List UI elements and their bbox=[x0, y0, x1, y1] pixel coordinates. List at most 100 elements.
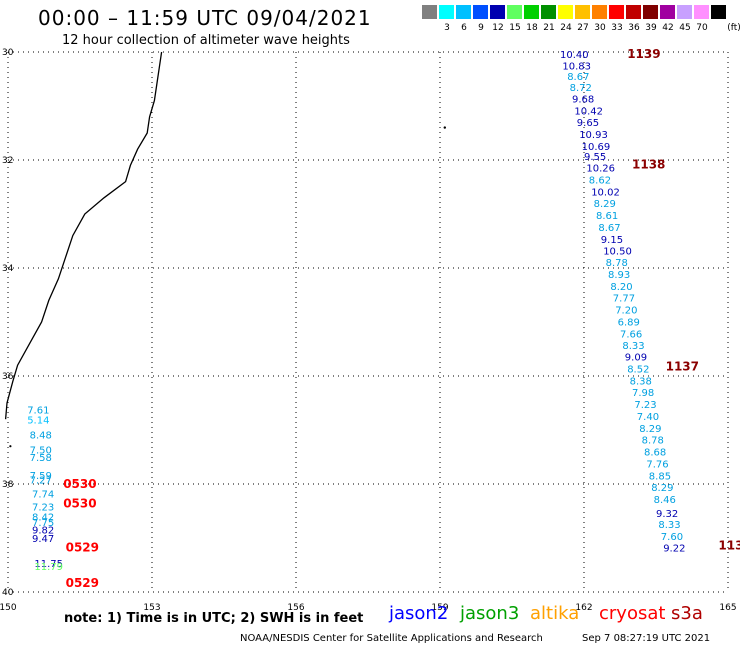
wave-height-label: 8.68 bbox=[644, 448, 666, 459]
wave-height-label: 8.46 bbox=[654, 495, 676, 506]
footnote: note: 1) Time is in UTC; 2) SWH is in fe… bbox=[64, 611, 364, 626]
longitude-tick-label: 159 bbox=[431, 603, 448, 613]
scale-swatch bbox=[592, 5, 607, 19]
scale-swatch bbox=[422, 5, 437, 19]
scale-swatch bbox=[660, 5, 675, 19]
wave-height-label: 10.40 bbox=[560, 50, 589, 61]
wave-height-label: 10.50 bbox=[603, 247, 632, 258]
wave-height-label: 7.23 bbox=[32, 503, 54, 514]
latitude-tick-label: 36 bbox=[2, 372, 14, 382]
scale-swatch bbox=[711, 5, 726, 19]
wave-height-label: 9.55 bbox=[584, 152, 606, 163]
wave-height-label: 10.26 bbox=[586, 164, 615, 175]
wave-height-label: 8.29 bbox=[639, 424, 661, 435]
latitude-tick-label: 32 bbox=[2, 156, 13, 166]
scale-swatch bbox=[473, 5, 488, 19]
island-speck bbox=[443, 126, 446, 129]
scale-swatch bbox=[643, 5, 658, 19]
pass-time-label: 0530 bbox=[63, 496, 96, 510]
scale-label: 3 bbox=[444, 23, 450, 33]
wave-height-label: 7.50 bbox=[30, 445, 52, 456]
wave-height-label: 8.29 bbox=[594, 199, 616, 210]
coastline bbox=[4, 51, 163, 420]
wave-height-label: 8.67 bbox=[567, 72, 589, 83]
scale-label: 24 bbox=[560, 23, 572, 33]
wave-height-label: 8.33 bbox=[658, 520, 680, 531]
wave-height-label: 9.65 bbox=[577, 118, 599, 129]
scale-label: 39 bbox=[645, 23, 657, 33]
island-speck bbox=[9, 445, 12, 448]
wave-height-label: 7.23 bbox=[634, 400, 656, 411]
wave-height-label: 7.75 bbox=[32, 518, 54, 529]
wave-height-label: 7.20 bbox=[615, 306, 637, 317]
wave-height-label: 8.33 bbox=[622, 341, 644, 352]
scale-swatch bbox=[490, 5, 505, 19]
scale-label: 6 bbox=[461, 23, 467, 33]
wave-height-label: 8.29 bbox=[651, 483, 673, 494]
scale-swatch bbox=[626, 5, 641, 19]
credit-text: NOAA/NESDIS Center for Satellite Applica… bbox=[240, 633, 543, 644]
scale-label: 18 bbox=[526, 23, 538, 33]
satellite-legend-altika: altika bbox=[530, 603, 580, 624]
pass-time-label: 0530 bbox=[63, 477, 96, 491]
scale-swatch bbox=[609, 5, 624, 19]
pass-time-label: 1136 bbox=[718, 539, 740, 553]
scale-swatch bbox=[677, 5, 692, 19]
scale-label: 9 bbox=[478, 23, 484, 33]
wave-height-label: 5.14 bbox=[27, 416, 49, 427]
scale-label: 33 bbox=[611, 23, 623, 33]
longitude-tick-label: 165 bbox=[719, 603, 736, 613]
wave-height-label: 9.09 bbox=[625, 353, 647, 364]
wave-height-label: 7.40 bbox=[637, 412, 659, 423]
scale-label: 36 bbox=[628, 23, 640, 33]
wave-height-label: 8.38 bbox=[630, 376, 652, 387]
wave-height-label: 9.15 bbox=[601, 235, 623, 246]
scale-label: 21 bbox=[543, 23, 555, 33]
wave-height-label: 7.59 bbox=[30, 471, 52, 482]
wave-height-label: 10.83 bbox=[562, 62, 591, 73]
wave-height-label: 11.75 bbox=[34, 559, 63, 570]
wave-height-label: 8.20 bbox=[610, 282, 632, 293]
scale-swatch bbox=[524, 5, 539, 19]
satellite-legend-s3a: s3a bbox=[671, 603, 703, 624]
scale-unit-label: (ft) bbox=[727, 23, 740, 33]
wave-height-label: 6.89 bbox=[618, 317, 640, 328]
chart-subtitle: 12 hour collection of altimeter wave hei… bbox=[62, 33, 350, 48]
scale-label: 27 bbox=[577, 23, 589, 33]
scale-label: 30 bbox=[594, 23, 606, 33]
wave-height-label: 7.66 bbox=[620, 329, 642, 340]
wave-height-label: 9.68 bbox=[572, 94, 594, 105]
wave-height-label: 8.48 bbox=[30, 430, 52, 441]
scale-swatch bbox=[558, 5, 573, 19]
wave-height-label: 9.22 bbox=[663, 544, 685, 555]
chart-title: 00:00 – 11:59 UTC 09/04/2021 bbox=[38, 6, 372, 30]
scale-swatch bbox=[541, 5, 556, 19]
wave-height-label: 10.93 bbox=[579, 130, 608, 141]
scale-swatch bbox=[439, 5, 454, 19]
wave-height-label: 10.02 bbox=[591, 187, 620, 198]
satellite-legend-jason2: jason2 bbox=[389, 603, 449, 624]
pass-time-label: 0529 bbox=[66, 541, 99, 555]
longitude-tick-label: 156 bbox=[287, 603, 304, 613]
wave-height-label: 7.58 bbox=[30, 453, 52, 464]
scale-swatch bbox=[507, 5, 522, 19]
wave-height-label: 7.76 bbox=[646, 459, 668, 470]
scale-label: 15 bbox=[509, 23, 521, 33]
satellite-legend-jason3: jason3 bbox=[460, 603, 520, 624]
scale-label: 45 bbox=[679, 23, 691, 33]
wave-height-label: 8.42 bbox=[32, 512, 54, 523]
longitude-tick-label: 162 bbox=[575, 603, 592, 613]
wave-height-label: 8.67 bbox=[598, 223, 620, 234]
wave-height-label: 8.52 bbox=[627, 364, 649, 375]
latitude-tick-label: 30 bbox=[2, 48, 14, 58]
satellite-legend-cryosat: cryosat bbox=[599, 603, 666, 624]
wave-height-label: 10.69 bbox=[582, 142, 611, 153]
wave-height-label: 9.82 bbox=[32, 525, 54, 536]
wave-height-label: 7.77 bbox=[613, 294, 635, 305]
latitude-tick-label: 34 bbox=[2, 264, 14, 274]
wave-height-label: 7.27 bbox=[30, 476, 52, 487]
wave-height-label: 8.93 bbox=[608, 270, 630, 281]
wave-height-label: 11.79 bbox=[34, 562, 63, 573]
wave-height-label: 8.62 bbox=[589, 175, 611, 186]
scale-label: 12 bbox=[492, 23, 504, 33]
